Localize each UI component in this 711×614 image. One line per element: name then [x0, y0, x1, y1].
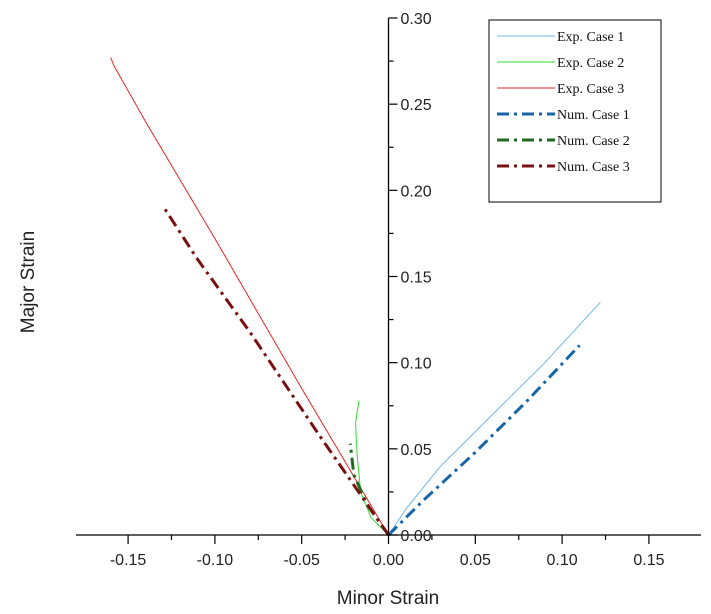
legend-entry: Exp. Case 3: [557, 82, 624, 97]
y-tick-label: 0.30: [401, 11, 432, 28]
series-line-6: [161, 204, 390, 536]
y-tick-label: 0.15: [401, 270, 432, 287]
legend-entry: Num. Case 1: [557, 108, 630, 123]
x-tick-label: -0.05: [283, 552, 320, 569]
legend: Exp. Case 1 Exp. Case 2 Exp. Case 3 Num. Ca…: [488, 19, 662, 203]
series-line-2: [355, 400, 389, 536]
y-tick-label: 0.20: [401, 183, 432, 200]
legend-entry: Exp. Case 1: [557, 30, 624, 45]
y-axis-title: Major Strain: [18, 231, 39, 333]
series-line-1: [388, 301, 601, 536]
series-line-4: [387, 344, 581, 537]
y-tick-label: 0.25: [401, 97, 432, 114]
x-tick-label: 0.05: [460, 552, 491, 569]
y-tick-label: 0.00: [401, 528, 432, 545]
axes-layer: -0.15 -0.10 -0.05 0.00 0.05 0.10 0.15 0.00 0.05 0…: [76, 11, 701, 569]
x-axis-title: Minor Strain: [337, 588, 439, 609]
legend-entry: Num. Case 2: [557, 134, 630, 149]
x-tick-label: 0.10: [547, 552, 578, 569]
legend-entry: Exp. Case 2: [557, 56, 624, 71]
x-tick-label: 0.15: [633, 552, 664, 569]
x-tick-label: -0.10: [197, 552, 234, 569]
legend-entry: Num. Case 3: [557, 160, 630, 175]
x-tick-label: 0.00: [373, 552, 404, 569]
x-tick-label: -0.15: [110, 552, 147, 569]
series-line-3: [110, 57, 389, 536]
series-layer: [110, 57, 601, 537]
legend-box: [488, 19, 662, 203]
y-tick-label: 0.10: [401, 356, 432, 373]
y-tick-label: 0.05: [401, 442, 432, 459]
